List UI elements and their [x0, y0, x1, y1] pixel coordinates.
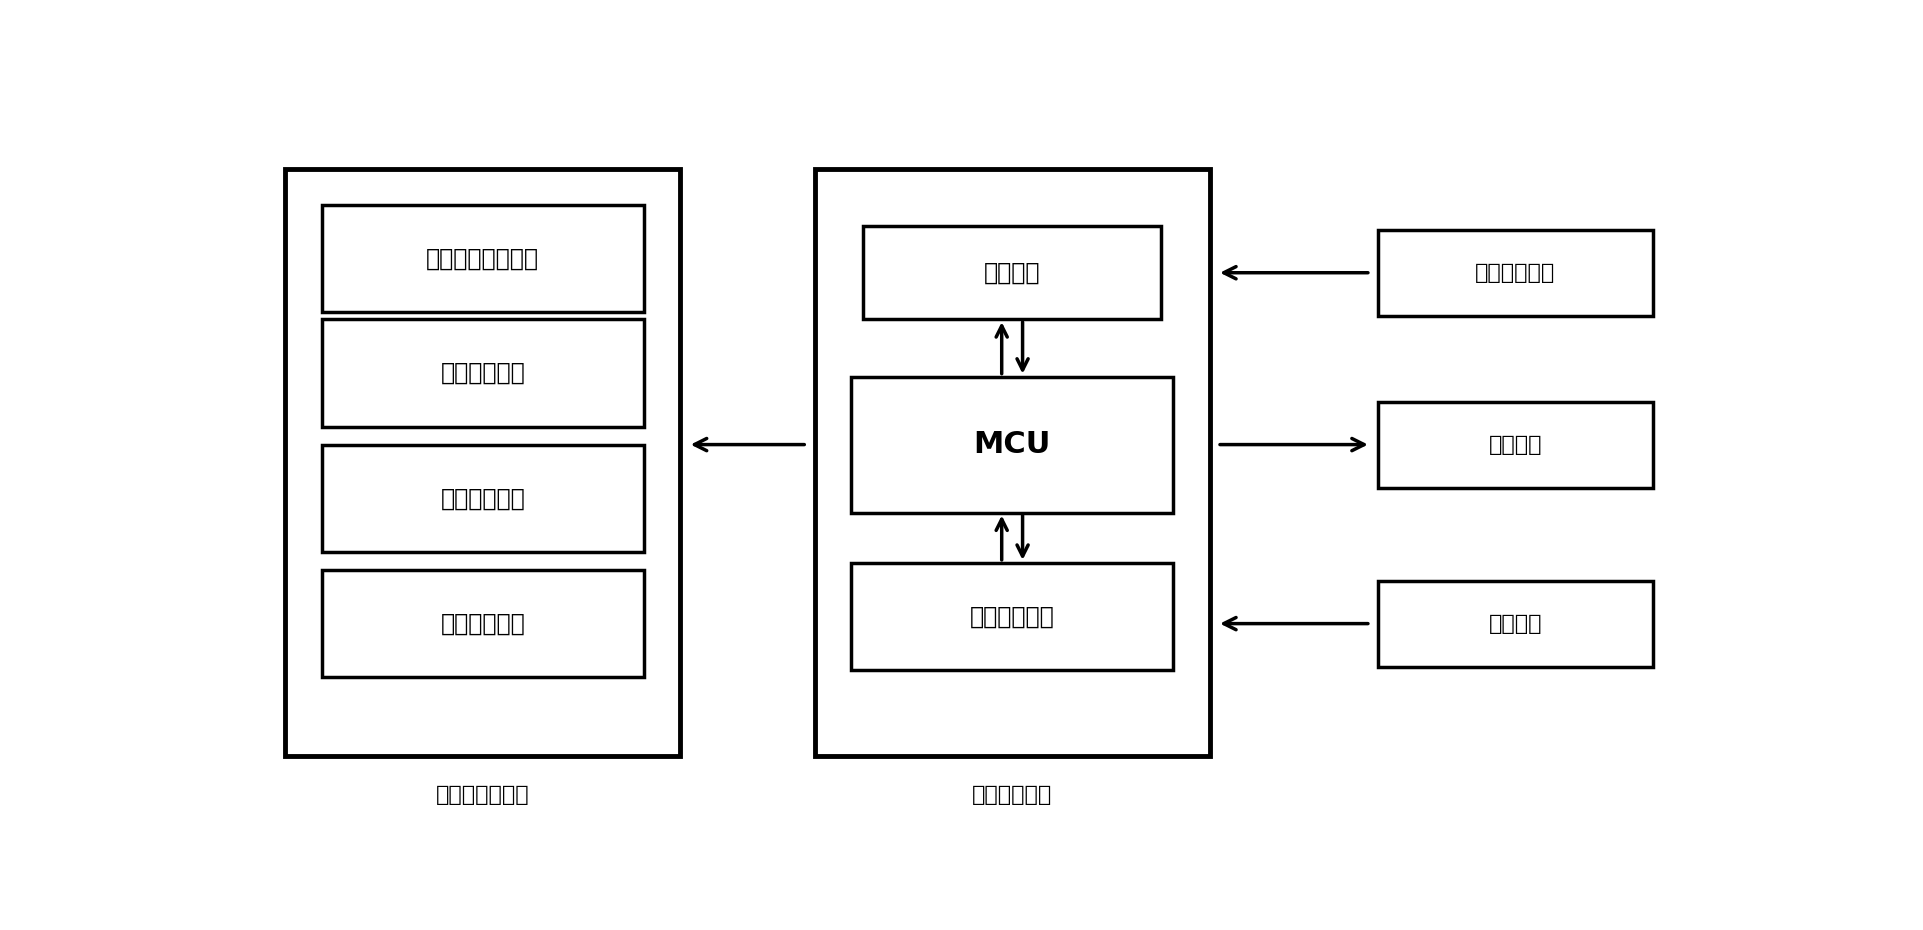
Text: 电源模块: 电源模块	[1488, 614, 1542, 633]
Text: MCU: MCU	[973, 430, 1050, 459]
Text: 远红外线发射单元: 远红外线发射单元	[427, 246, 538, 271]
Bar	[813, 169, 1210, 756]
Bar	[863, 226, 1161, 319]
Text: 黄光发射单元: 黄光发射单元	[440, 486, 525, 511]
Bar	[285, 169, 681, 756]
Bar	[850, 377, 1173, 512]
Text: 多光谱发射单元: 多光谱发射单元	[437, 786, 529, 805]
Text: 温度检测模块: 温度检测模块	[1475, 262, 1554, 283]
Text: 智能控制装置: 智能控制装置	[971, 786, 1052, 805]
Text: 红光发射单元: 红光发射单元	[440, 361, 525, 385]
Bar	[321, 570, 644, 677]
Bar	[850, 563, 1173, 671]
Bar	[321, 319, 644, 427]
Bar	[321, 445, 644, 552]
Bar	[1377, 230, 1652, 315]
Text: 电路控制模块: 电路控制模块	[969, 604, 1054, 629]
Bar	[321, 205, 644, 312]
Bar	[1377, 402, 1652, 487]
Text: 报警模块: 报警模块	[1488, 434, 1542, 455]
Text: 定时模块: 定时模块	[983, 260, 1040, 285]
Text: 蓝光发射单元: 蓝光发射单元	[440, 612, 525, 635]
Bar	[1377, 580, 1652, 667]
